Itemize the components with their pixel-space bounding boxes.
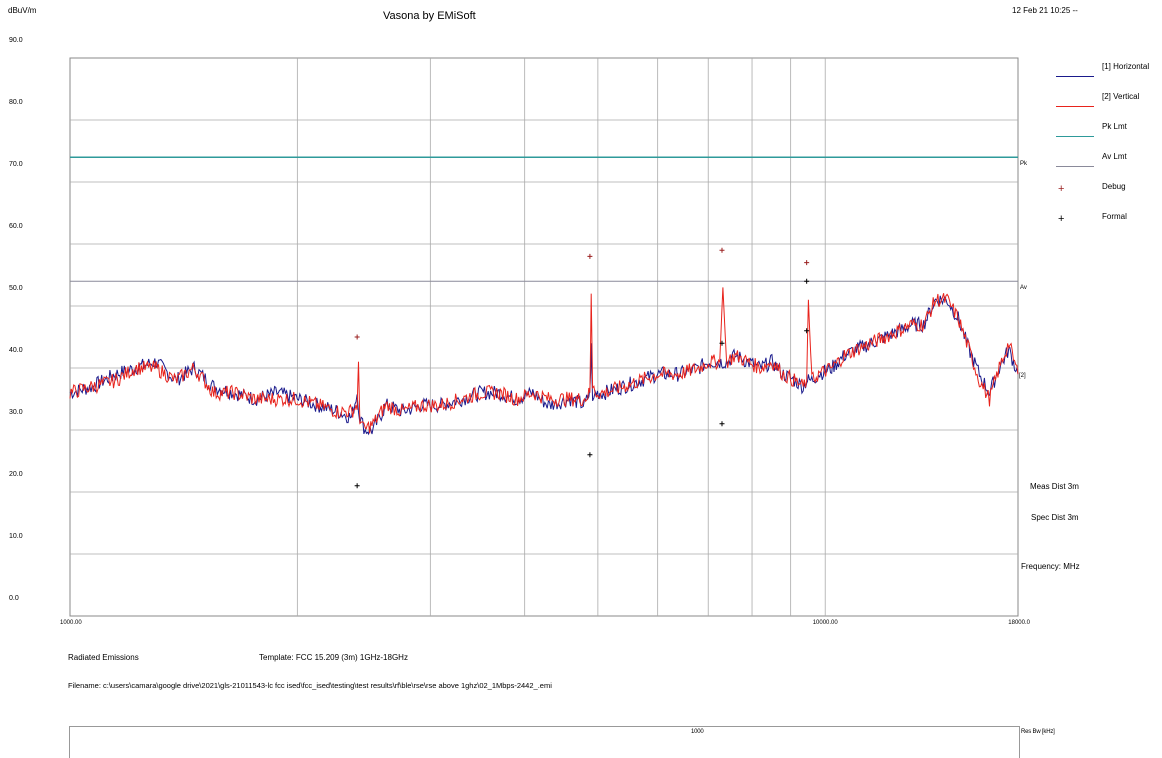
series-horizontal-trace [69,295,1019,436]
series-vertical-trace [69,287,1019,434]
formal-marker [719,421,725,427]
datetime-stamp: 12 Feb 21 10:25 -- [1012,6,1078,15]
template-label: Template: FCC 15.209 (3m) 1GHz-18GHz [259,653,408,662]
limit-tag-av: Av [1020,285,1027,291]
x-tick-label: 18000.0 [1008,620,1030,626]
trace-end-marker: [2] [1019,373,1026,379]
legend-label: Av Lmt [1102,152,1127,161]
legend-swatch [1056,166,1094,167]
y-tick-label: 70.0 [9,161,23,168]
y-unit-label: dBuV/m [8,6,37,15]
legend-label: Formal [1102,212,1127,221]
legend-label: [2] Vertical [1102,92,1140,101]
y-tick-label: 10.0 [9,533,23,540]
rbw-panel [69,726,1020,758]
legend-swatch [1056,76,1094,77]
x-tick-label: 10000.00 [813,620,839,626]
debug-marker [719,247,725,253]
y-tick-label: 0.0 [9,595,19,602]
debug-marker [804,260,810,266]
x-tick-label: 1000.00 [60,620,82,626]
spec-dist-label: Spec Dist 3m [1031,513,1079,522]
y-tick-label: 60.0 [9,223,23,230]
meas-dist-label: Meas Dist 3m [1030,482,1079,491]
y-tick-label: 30.0 [9,409,23,416]
y-tick-label: 80.0 [9,99,23,106]
y-tick-label: 90.0 [9,37,23,44]
y-tick-label: 50.0 [9,285,23,292]
legend-label: Debug [1102,182,1126,191]
legend-label: [1] Horizontal [1102,62,1150,71]
formal-marker [719,340,725,346]
legend-marker-icon: + [1058,183,1065,195]
y-tick-label: 20.0 [9,471,23,478]
rbw-value-label: 1000 [691,729,704,735]
plot-frame [69,57,1019,617]
legend-label: Pk Lmt [1102,122,1127,131]
legend-swatch [1056,136,1094,137]
debug-marker [354,334,360,340]
limit-tag-pk: Pk [1020,161,1028,167]
debug-marker [587,253,593,259]
legend-marker-icon: + [1058,213,1065,225]
app-title: Vasona by EMiSoft [383,10,476,22]
formal-marker [804,328,810,334]
frequency-unit-label: Frequency: MHz [1021,562,1080,571]
rbw-unit-label: Res Bw [kHz] [1021,729,1055,735]
legend-swatch [1056,106,1094,107]
test-type-label: Radiated Emissions [68,653,139,662]
formal-marker [804,278,810,284]
filename-label: Filename: c:\users\camara\google drive\2… [68,681,552,690]
formal-marker [587,452,593,458]
y-tick-label: 40.0 [9,347,23,354]
formal-marker [354,483,360,489]
